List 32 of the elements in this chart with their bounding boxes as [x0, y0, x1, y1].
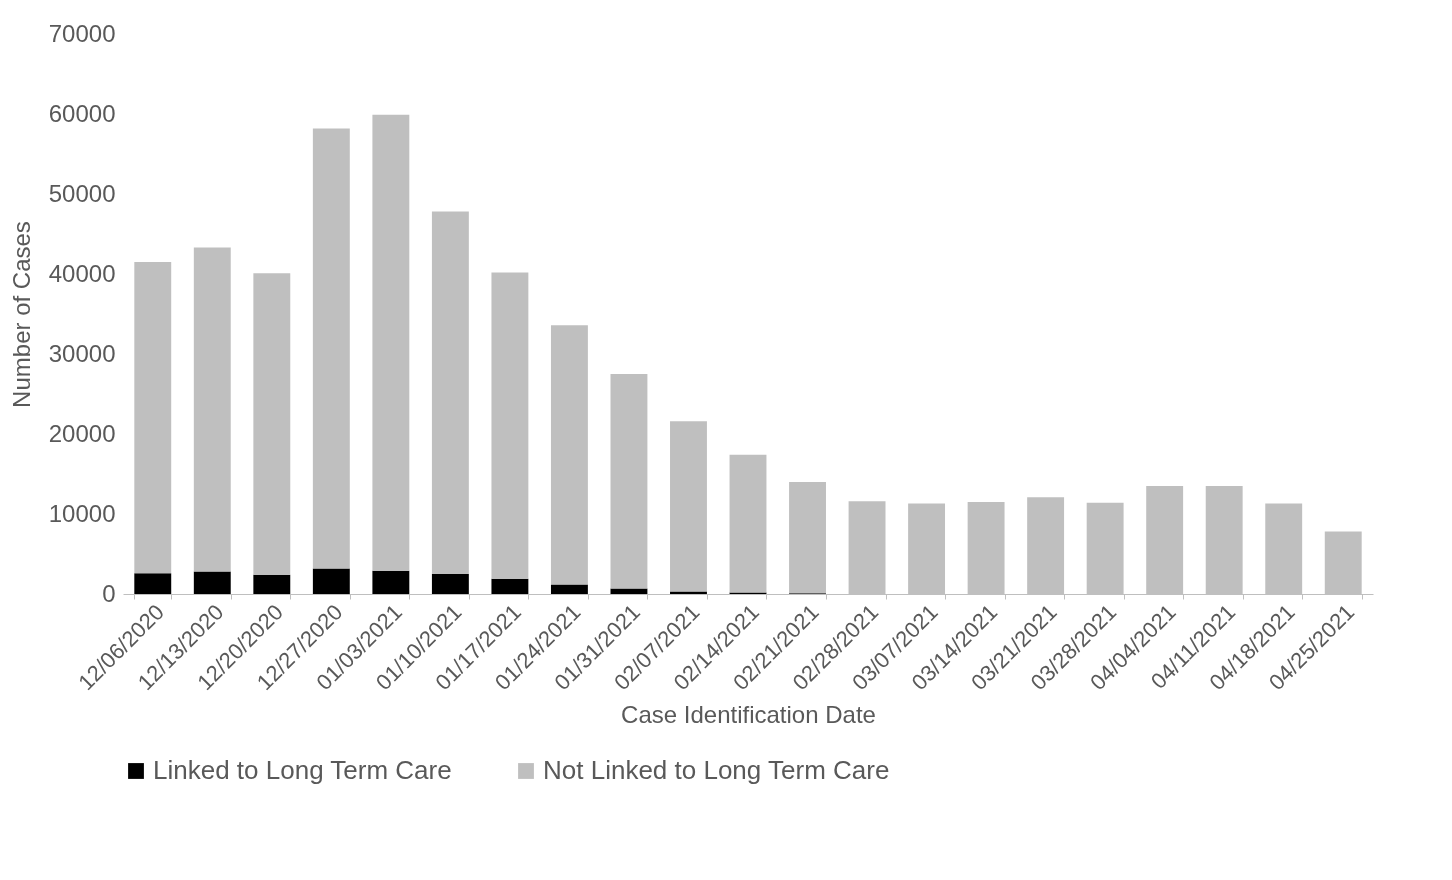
bar — [193, 571, 231, 594]
bar — [431, 574, 469, 594]
y-tick-label: 70000 — [48, 19, 116, 47]
y-tick-label: 10000 — [48, 499, 116, 527]
y-tick-label: 0 — [102, 579, 116, 607]
legend-label: Not Linked to Long Term Care — [543, 755, 890, 785]
bar — [729, 454, 767, 593]
bar — [193, 247, 231, 572]
bar — [134, 573, 172, 594]
bar — [550, 325, 588, 585]
y-tick-label: 60000 — [48, 99, 116, 127]
bar — [491, 272, 529, 579]
y-tick-label: 20000 — [48, 419, 116, 447]
bar — [610, 374, 648, 589]
y-tick-label: 30000 — [48, 339, 116, 367]
bar — [372, 570, 410, 594]
x-axis-title: Case Identification Date — [621, 701, 876, 729]
bar — [431, 211, 469, 574]
bar — [610, 588, 648, 594]
bar — [670, 421, 707, 592]
bar — [134, 262, 172, 574]
bar — [550, 584, 588, 594]
legend-label: Linked to Long Term Care — [153, 755, 452, 785]
y-axis-title: Number of Cases — [7, 221, 35, 408]
bar — [253, 574, 291, 594]
y-tick-label: 50000 — [48, 179, 116, 207]
bar — [372, 114, 410, 571]
bar — [253, 273, 291, 575]
y-tick-label: 40000 — [48, 259, 116, 287]
bar — [312, 128, 350, 569]
bar — [312, 568, 350, 594]
bar — [491, 578, 529, 594]
